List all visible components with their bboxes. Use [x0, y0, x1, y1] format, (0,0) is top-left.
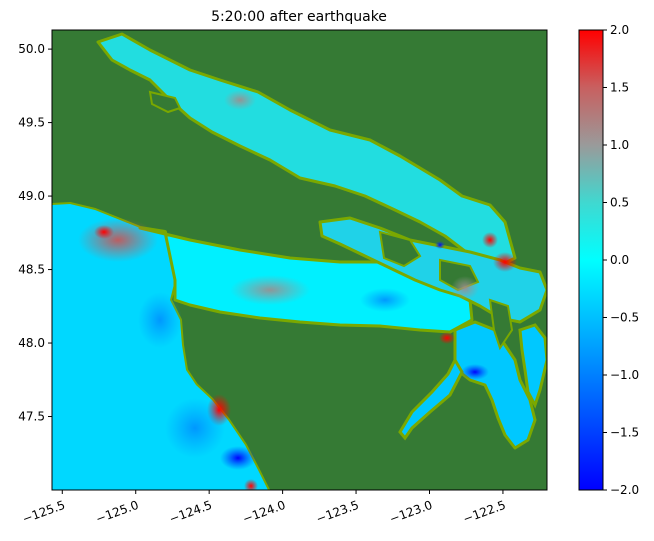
- island-whidbey: [488, 298, 514, 351]
- x-tick-label: −124.5: [167, 498, 214, 526]
- gulf-islands-water: [318, 216, 547, 324]
- x-tick-label: −125.5: [20, 498, 67, 526]
- hotspot-ocean-mid-blue: [138, 292, 182, 348]
- plot-frame: [51, 29, 548, 491]
- hotspot-islands-grey: [451, 276, 479, 300]
- x-tick-label: −125.0: [94, 498, 141, 526]
- island-gulf: [378, 230, 422, 268]
- chart-title: 5:20:00 after earthquake: [211, 9, 387, 25]
- hotspot-islands-blue: [435, 241, 445, 249]
- colorbar-tick-label: −0.5: [610, 311, 639, 325]
- hotspot-puget-blue: [461, 364, 489, 380]
- island-north: [148, 90, 182, 114]
- x-axis: −125.5 −125.0 −124.5 −124.0 −123.5 −123.0 −122…: [20, 490, 508, 526]
- y-tick-label: 47.5: [18, 410, 45, 424]
- hotspot-vancouver-island-red: [78, 218, 158, 262]
- hood-canal: [398, 356, 464, 441]
- colorbar-tick-label: −1.5: [610, 426, 639, 440]
- hotspot-islands-red-2: [482, 232, 498, 248]
- hotspot-coast-blue: [220, 446, 256, 470]
- puget-sound-east-arm: [518, 323, 547, 409]
- y-tick-label: 49.0: [18, 189, 45, 203]
- colorbar-tick-label: 1.0: [610, 138, 629, 152]
- hotspot-strait-grey: [230, 275, 310, 305]
- hotspot-strait-blue: [360, 288, 410, 312]
- hotspot-bottom-red: [244, 479, 258, 490]
- y-tick-label: 48.0: [18, 336, 45, 350]
- x-tick-label: −122.5: [461, 498, 508, 526]
- hotspot-coast-mid-blue: [165, 398, 225, 458]
- y-axis: 47.5 48.0 48.5 49.0 49.5 50.0: [18, 42, 52, 424]
- colorbar-axis: −2.0 −1.5 −1.0 −0.5 0.0 0.5 1.0 1.5 2.0: [603, 23, 639, 497]
- colorbar-tick-label: −1.0: [610, 368, 639, 382]
- hotspot-islands-red: [493, 252, 517, 272]
- hotspot-port-red: [439, 332, 455, 344]
- x-tick-label: −123.0: [388, 498, 435, 526]
- colorbar: [578, 29, 604, 491]
- map-layer: [52, 30, 547, 490]
- hotspot-north-grey: [224, 90, 256, 110]
- x-tick-label: −123.5: [314, 498, 361, 526]
- colorbar-tick-label: −2.0: [610, 483, 639, 497]
- hotspot-vancouver-island-red-core: [94, 225, 114, 239]
- colorbar-tick-label: 0.0: [610, 253, 629, 267]
- y-tick-label: 48.5: [18, 263, 45, 277]
- y-tick-label: 50.0: [18, 42, 45, 56]
- colorbar-tick-label: 2.0: [610, 23, 629, 37]
- colorbar-tick-label: 0.5: [610, 196, 629, 210]
- x-tick-label: −124.0: [241, 498, 288, 526]
- colorbar-tick-label: 1.5: [610, 81, 629, 95]
- y-tick-label: 49.5: [18, 116, 45, 130]
